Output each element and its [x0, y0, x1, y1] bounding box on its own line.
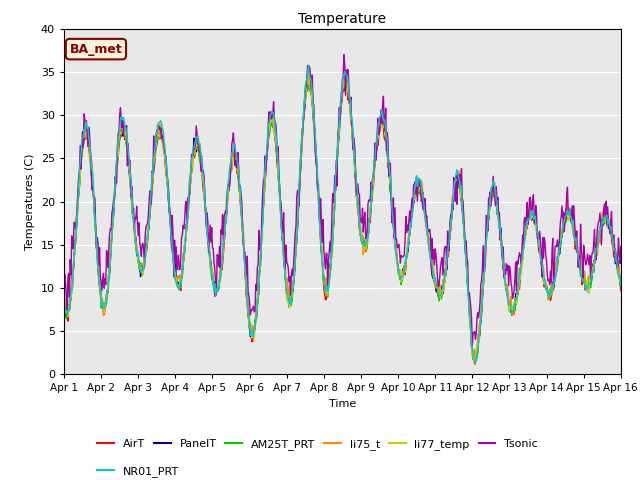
AirT — [335, 139, 342, 144]
NR01_PRT — [568, 215, 575, 220]
li75_t — [60, 296, 68, 301]
li77_temp — [206, 260, 214, 265]
PanelT — [568, 218, 575, 224]
NR01_PRT — [182, 226, 190, 231]
li77_temp — [470, 358, 477, 363]
Line: li77_temp: li77_temp — [64, 72, 621, 360]
AM25T_PRT — [60, 293, 68, 299]
AirT — [60, 294, 68, 300]
PanelT — [444, 251, 451, 257]
NR01_PRT — [444, 249, 451, 254]
Line: AirT: AirT — [64, 77, 621, 364]
li77_temp — [182, 233, 190, 239]
li75_t — [306, 64, 314, 70]
NR01_PRT — [60, 294, 68, 300]
Tsonic — [334, 131, 342, 136]
li75_t — [471, 361, 479, 367]
NR01_PRT — [206, 255, 214, 261]
AirT — [182, 230, 190, 236]
X-axis label: Time: Time — [329, 399, 356, 409]
li75_t — [335, 135, 342, 141]
NR01_PRT — [389, 213, 397, 218]
li75_t — [568, 210, 575, 216]
li75_t — [444, 248, 451, 254]
Tsonic — [468, 343, 476, 348]
Line: NR01_PRT: NR01_PRT — [64, 65, 621, 362]
Tsonic — [568, 218, 575, 224]
AM25T_PRT — [472, 357, 480, 363]
Tsonic — [206, 222, 214, 228]
AM25T_PRT — [182, 230, 190, 236]
li75_t — [182, 227, 190, 233]
li75_t — [617, 275, 625, 281]
PanelT — [342, 75, 349, 81]
Tsonic — [340, 52, 348, 58]
AM25T_PRT — [342, 77, 349, 83]
AirT — [206, 260, 214, 265]
NR01_PRT — [305, 62, 312, 68]
AM25T_PRT — [206, 261, 214, 266]
Title: Temperature: Temperature — [298, 12, 387, 26]
Line: Tsonic: Tsonic — [64, 55, 621, 346]
Tsonic — [389, 214, 397, 219]
Tsonic — [60, 277, 68, 283]
NR01_PRT — [472, 359, 479, 365]
Y-axis label: Temperatures (C): Temperatures (C) — [26, 153, 35, 250]
PanelT — [334, 142, 342, 147]
NR01_PRT — [617, 284, 625, 289]
Text: BA_met: BA_met — [70, 43, 122, 56]
Tsonic — [182, 198, 190, 204]
li75_t — [389, 209, 397, 215]
AirT — [303, 74, 310, 80]
AirT — [444, 252, 451, 257]
li75_t — [206, 265, 214, 271]
AirT — [471, 361, 479, 367]
PanelT — [182, 222, 190, 228]
AM25T_PRT — [568, 220, 575, 226]
Tsonic — [444, 228, 451, 234]
li77_temp — [60, 297, 68, 302]
PanelT — [471, 360, 479, 365]
Line: li75_t: li75_t — [64, 67, 621, 364]
PanelT — [60, 299, 68, 305]
NR01_PRT — [335, 126, 342, 132]
AM25T_PRT — [444, 252, 451, 257]
AirT — [389, 213, 397, 219]
Tsonic — [617, 244, 625, 250]
li77_temp — [389, 214, 397, 220]
li77_temp — [444, 252, 451, 258]
AM25T_PRT — [389, 218, 397, 224]
li77_temp — [617, 278, 625, 284]
Line: PanelT: PanelT — [64, 78, 621, 362]
PanelT — [389, 215, 397, 220]
li77_temp — [334, 150, 342, 156]
AirT — [568, 215, 575, 220]
li77_temp — [342, 70, 350, 75]
PanelT — [617, 277, 625, 283]
AM25T_PRT — [617, 278, 625, 284]
li77_temp — [568, 218, 575, 224]
AirT — [617, 288, 625, 293]
PanelT — [206, 255, 214, 261]
AM25T_PRT — [334, 148, 342, 154]
Line: AM25T_PRT: AM25T_PRT — [64, 80, 621, 360]
Legend: NR01_PRT: NR01_PRT — [97, 467, 179, 477]
